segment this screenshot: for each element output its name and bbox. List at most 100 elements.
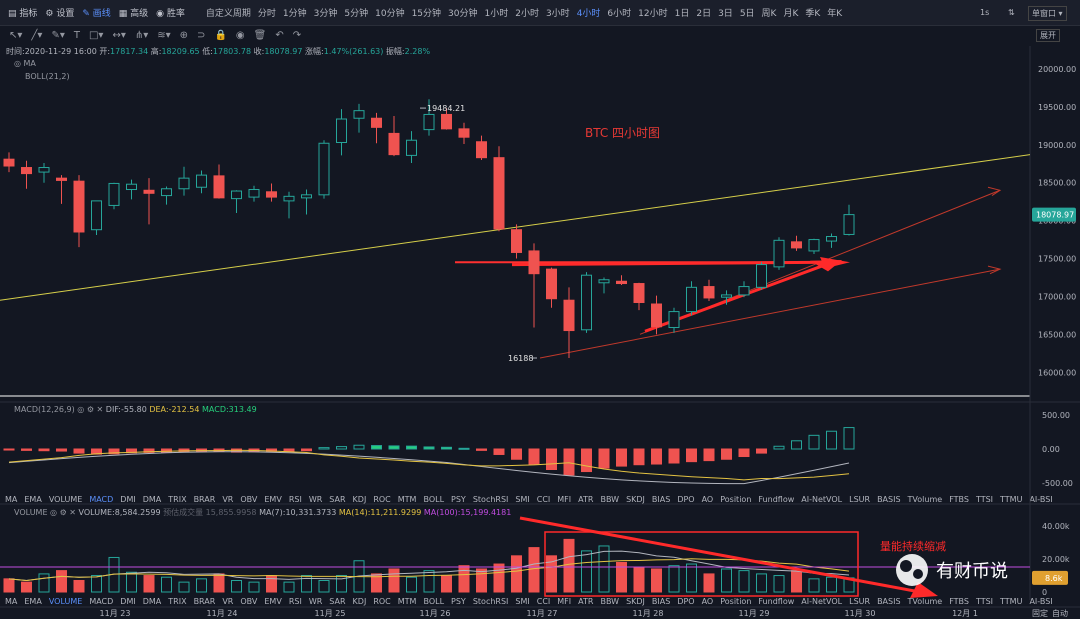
indicator-tab-vr[interactable]: VR bbox=[222, 494, 234, 504]
indicator-tab-atr[interactable]: ATR bbox=[578, 596, 594, 606]
indicator-tab-dma[interactable]: DMA bbox=[142, 596, 162, 606]
indicator-tab-cci[interactable]: CCI bbox=[536, 494, 551, 504]
boll-overlay-label[interactable]: BOLL(21,2) bbox=[25, 72, 70, 81]
timeframe-0[interactable]: 自定义周期 bbox=[205, 9, 251, 19]
expand-button[interactable]: 展开 bbox=[1036, 29, 1060, 42]
indicator-tab-obv[interactable]: OBV bbox=[240, 596, 258, 606]
indicator-tab-rsi[interactable]: RSI bbox=[288, 494, 302, 504]
timeframe-14[interactable]: 1日 bbox=[674, 9, 690, 19]
indicator-tab-brar[interactable]: BRAR bbox=[193, 494, 216, 504]
auto-button[interactable]: 自动 bbox=[1052, 608, 1068, 618]
indicator-tab-volume[interactable]: VOLUME bbox=[48, 494, 83, 504]
indicator-tab-ema[interactable]: EMA bbox=[24, 596, 42, 606]
line-icon[interactable]: ╱▾ bbox=[31, 29, 43, 41]
indicator-tab-bias[interactable]: BIAS bbox=[651, 596, 671, 606]
toolbar-advanced-button[interactable]: ▦ 高级 bbox=[119, 6, 148, 19]
pen-icon[interactable]: ✎▾ bbox=[51, 29, 65, 41]
indicator-tab-obv[interactable]: OBV bbox=[240, 494, 258, 504]
indicator-tab-boll[interactable]: BOLL bbox=[423, 596, 445, 606]
indicator-tab-tvolume[interactable]: TVolume bbox=[907, 494, 943, 504]
window-select[interactable]: 单窗口 ▾ bbox=[1028, 6, 1067, 21]
indicator-tab-emv[interactable]: EMV bbox=[264, 494, 282, 504]
indicator-tab-stochrsi[interactable]: StochRSI bbox=[472, 494, 509, 504]
timeframe-17[interactable]: 5日 bbox=[739, 9, 755, 19]
indicator-tab-lsur[interactable]: LSUR bbox=[849, 596, 871, 606]
indicator-tab-ftbs[interactable]: FTBS bbox=[949, 596, 969, 606]
indicator-tab-ai-bsi[interactable]: AI-BSI bbox=[1029, 494, 1053, 504]
indicator-tab-mfi[interactable]: MFI bbox=[557, 494, 572, 504]
indicator-tab-dpo[interactable]: DPO bbox=[677, 494, 695, 504]
indicator-tab-stochrsi[interactable]: StochRSI bbox=[472, 596, 509, 606]
indicator-tab-fundflow[interactable]: Fundflow bbox=[758, 494, 795, 504]
indicator-tab-tvolume[interactable]: TVolume bbox=[907, 596, 943, 606]
indicator-tab-trix[interactable]: TRIX bbox=[168, 596, 187, 606]
indicator-tab-kdj[interactable]: KDJ bbox=[352, 596, 367, 606]
ma-overlay-label[interactable]: ◎ MA bbox=[14, 59, 36, 68]
indicator-tab-ao[interactable]: AO bbox=[701, 596, 714, 606]
indicator-tab-dpo[interactable]: DPO bbox=[677, 596, 695, 606]
indicator-tab-dma[interactable]: DMA bbox=[142, 494, 162, 504]
indicator-tab-mfi[interactable]: MFI bbox=[557, 596, 572, 606]
indicator-tab-wr[interactable]: WR bbox=[308, 494, 323, 504]
indicator-tab-smi[interactable]: SMI bbox=[515, 494, 530, 504]
indicator-tab-macd[interactable]: MACD bbox=[89, 494, 114, 504]
indicator-tab-bbw[interactable]: BBW bbox=[600, 494, 620, 504]
indicator-tab-roc[interactable]: ROC bbox=[373, 494, 391, 504]
indicator-tab-ao[interactable]: AO bbox=[701, 494, 714, 504]
indicator-tab-psy[interactable]: PSY bbox=[451, 494, 466, 504]
indicator-tab-ma[interactable]: MA bbox=[5, 494, 18, 504]
indicator-tab-dmi[interactable]: DMI bbox=[120, 494, 136, 504]
toolbar-indicator-button[interactable]: ▤ 指标 bbox=[8, 6, 37, 19]
timeframe-7[interactable]: 30分钟 bbox=[448, 9, 478, 19]
indicator-tab-sar[interactable]: SAR bbox=[329, 596, 346, 606]
cursor-icon[interactable]: ↖▾ bbox=[9, 29, 23, 41]
indicator-tab-skdj[interactable]: SKDJ bbox=[626, 494, 645, 504]
redo-icon[interactable]: ↷ bbox=[292, 29, 302, 41]
timeframe-11[interactable]: 4小时 bbox=[576, 9, 601, 19]
shape-icon[interactable]: □▾ bbox=[88, 29, 104, 41]
indicator-tab-ma[interactable]: MA bbox=[5, 596, 18, 606]
indicator-tab-brar[interactable]: BRAR bbox=[193, 596, 216, 606]
timeframe-21[interactable]: 年K bbox=[827, 9, 843, 19]
indicator-tab-bbw[interactable]: BBW bbox=[600, 596, 620, 606]
toolbar-settings-button[interactable]: ⚙ 设置 bbox=[45, 6, 74, 19]
indicator-tab-emv[interactable]: EMV bbox=[264, 596, 282, 606]
indicator-tab-ai-bsi[interactable]: AI-BSI bbox=[1029, 596, 1053, 606]
indicator-tab-psy[interactable]: PSY bbox=[451, 596, 466, 606]
timeframe-6[interactable]: 15分钟 bbox=[411, 9, 442, 19]
timeframe-9[interactable]: 2小时 bbox=[515, 9, 539, 19]
timeframe-13[interactable]: 12小时 bbox=[638, 9, 668, 19]
indicator-tab-ai-netvol[interactable]: AI-NetVOL bbox=[801, 596, 843, 606]
indicator-tab-basis[interactable]: BASIS bbox=[877, 596, 901, 606]
indicator-tab-bias[interactable]: BIAS bbox=[651, 494, 671, 504]
timeframe-4[interactable]: 5分钟 bbox=[344, 9, 369, 19]
hide-icon[interactable]: ◉ bbox=[235, 29, 245, 41]
timeframe-12[interactable]: 6小时 bbox=[607, 9, 632, 19]
indicator-tab-wr[interactable]: WR bbox=[308, 596, 323, 606]
delete-icon[interactable]: 🗑 bbox=[253, 29, 267, 41]
measure-icon[interactable]: ↔▾ bbox=[112, 29, 126, 41]
indicator-tab-ema[interactable]: EMA bbox=[24, 494, 42, 504]
timeframe-1[interactable]: 分时 bbox=[257, 9, 276, 19]
timeframe-20[interactable]: 季K bbox=[805, 9, 821, 19]
timeframe-19[interactable]: 月K bbox=[783, 9, 799, 19]
indicator-tab-position[interactable]: Position bbox=[720, 596, 752, 606]
indicator-tab-boll[interactable]: BOLL bbox=[423, 494, 445, 504]
indicator-tab-roc[interactable]: ROC bbox=[373, 596, 391, 606]
indicator-tab-rsi[interactable]: RSI bbox=[288, 596, 302, 606]
timeframe-15[interactable]: 2日 bbox=[696, 9, 712, 19]
indicator-tab-vr[interactable]: VR bbox=[222, 596, 234, 606]
toolbar-drawline-button[interactable]: ✎ 画线 bbox=[82, 6, 110, 19]
indicator-tab-ttmu[interactable]: TTMU bbox=[1000, 494, 1023, 504]
indicator-tab-cci[interactable]: CCI bbox=[536, 596, 551, 606]
indicator-tab-atr[interactable]: ATR bbox=[578, 494, 594, 504]
toolbar-gain-button[interactable]: ◉ 胜率 bbox=[156, 6, 185, 19]
indicator-tab-ttsi[interactable]: TTSI bbox=[975, 596, 994, 606]
indicator-tab-skdj[interactable]: SKDJ bbox=[626, 596, 645, 606]
indicator-tab-volume[interactable]: VOLUME bbox=[48, 596, 83, 606]
timeframe-16[interactable]: 3日 bbox=[718, 9, 733, 19]
timeframe-5[interactable]: 10分钟 bbox=[375, 9, 405, 19]
indicator-tab-smi[interactable]: SMI bbox=[515, 596, 530, 606]
zoom-icon[interactable]: ⊕ bbox=[179, 29, 189, 41]
